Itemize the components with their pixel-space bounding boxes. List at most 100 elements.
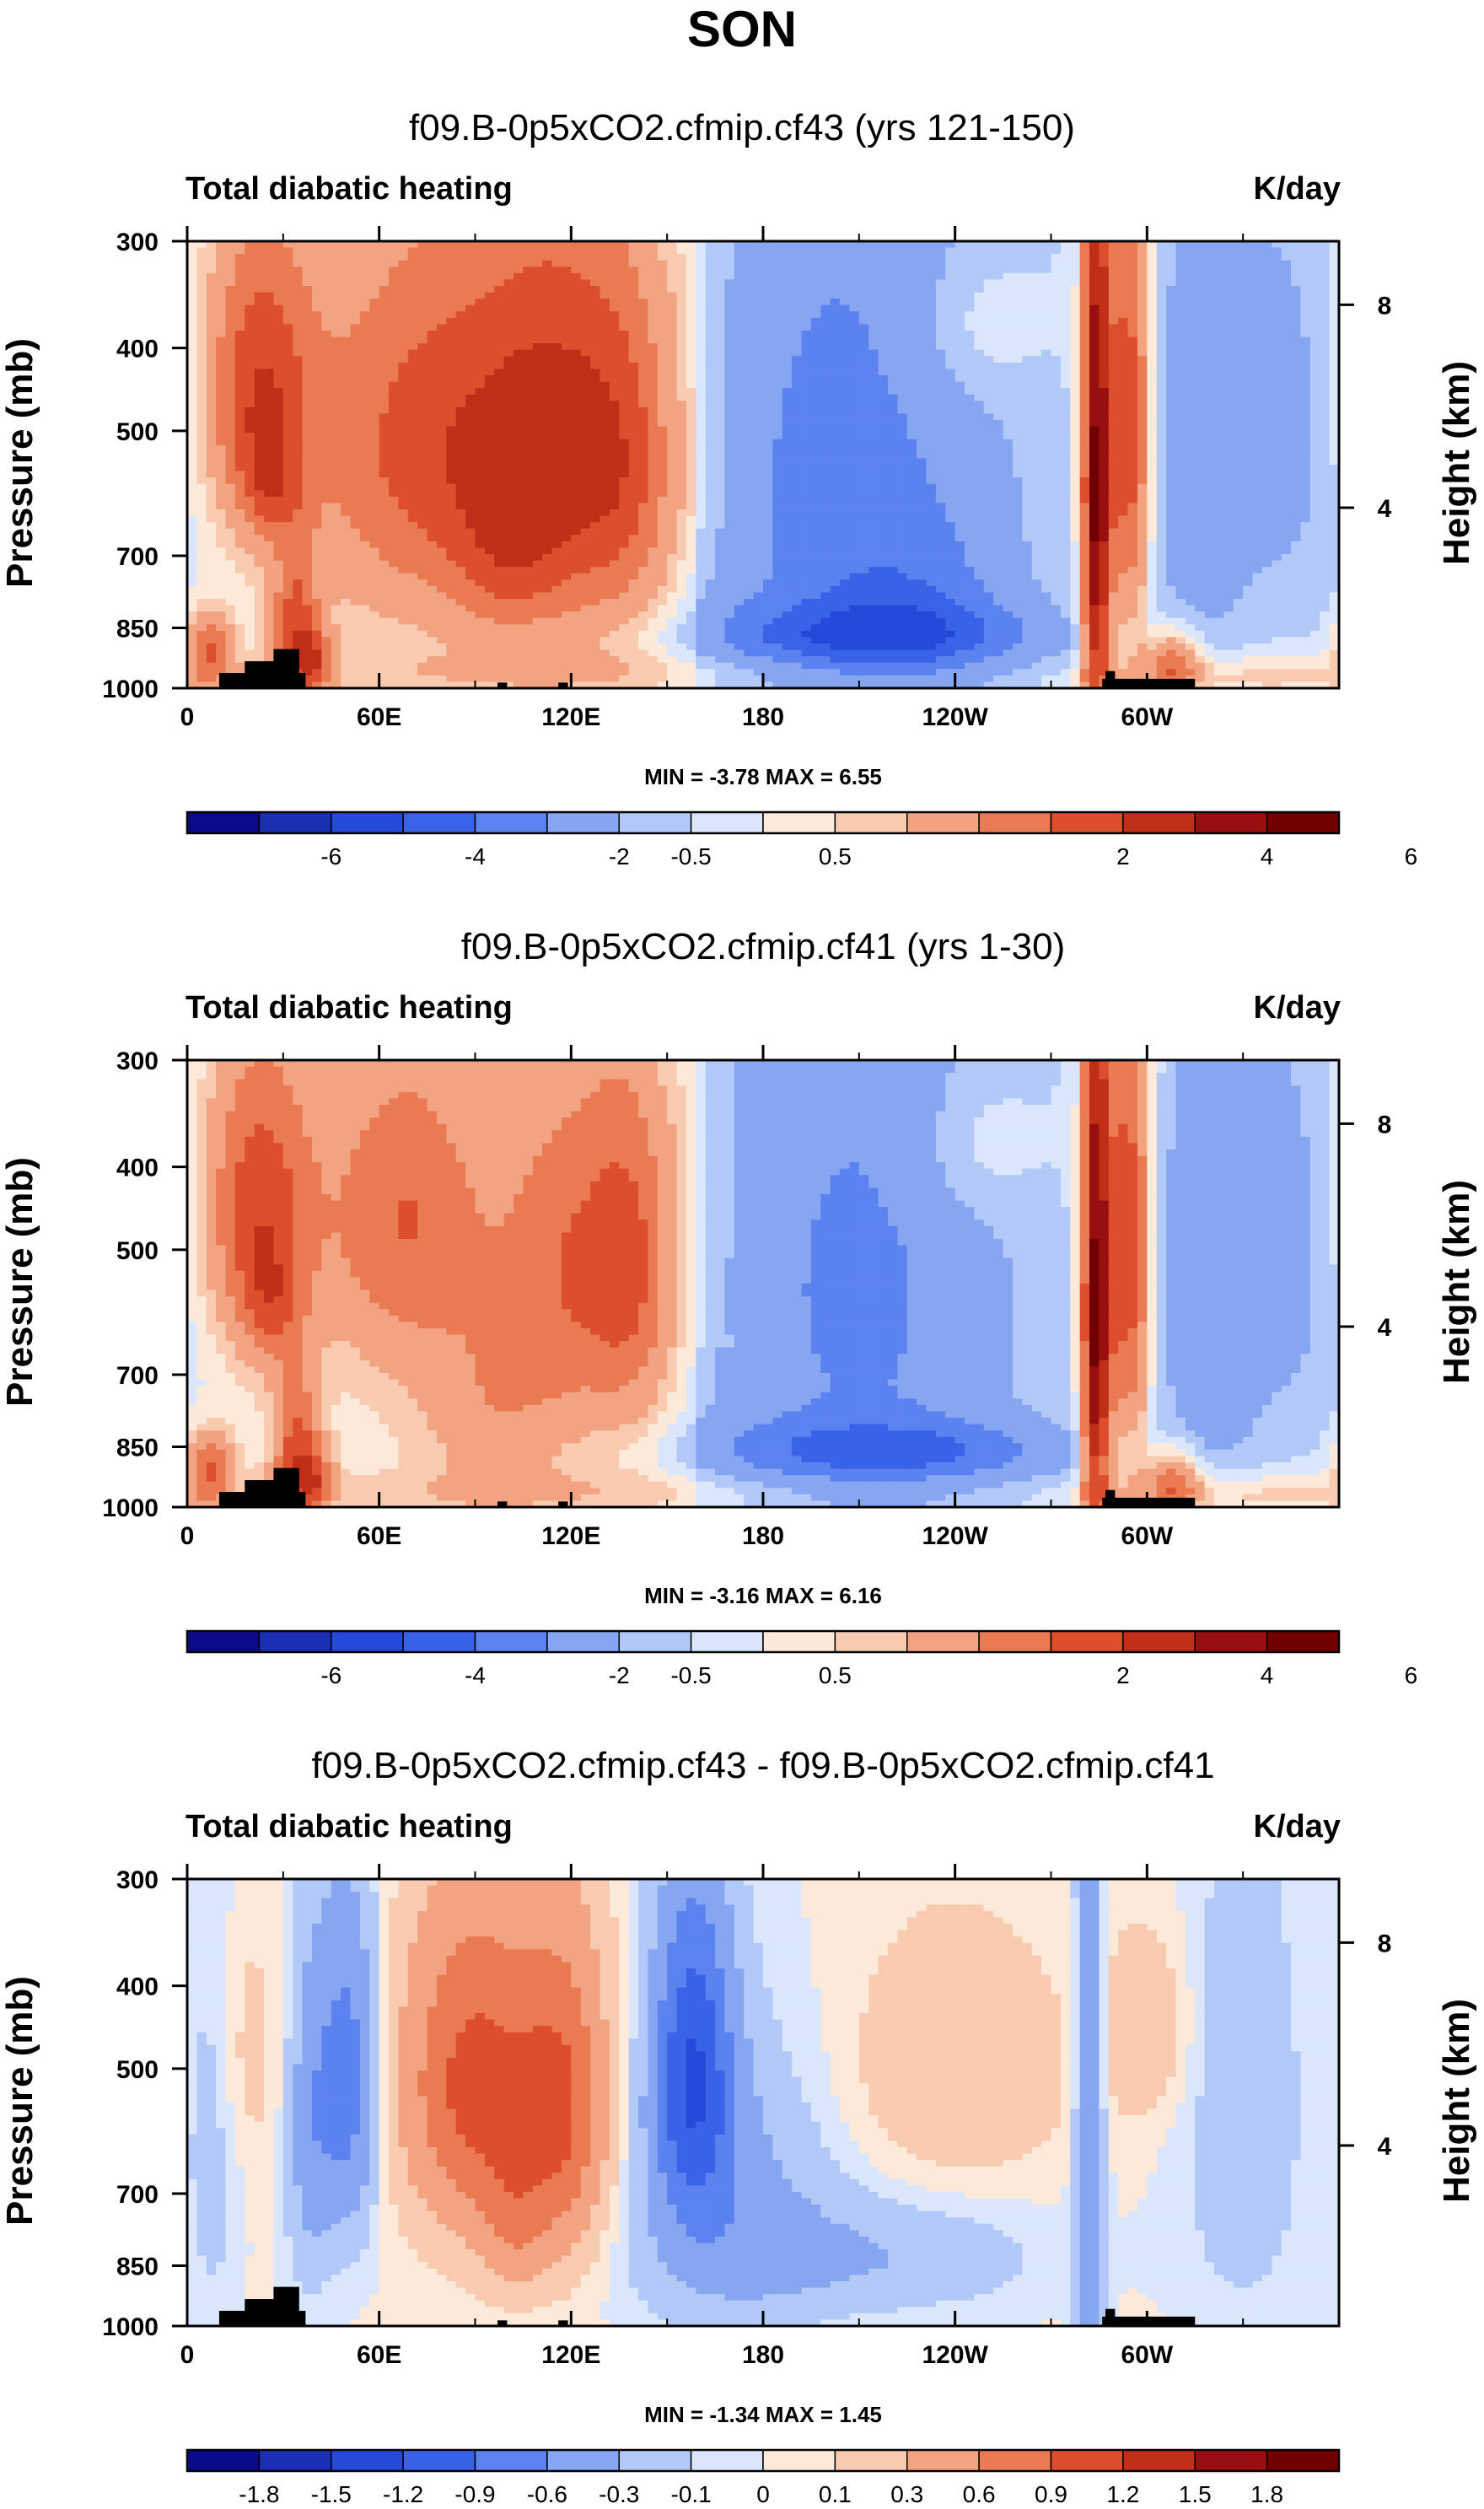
field-cell	[494, 248, 504, 255]
field-cell	[351, 363, 361, 369]
field-cell	[1262, 324, 1272, 331]
field-cell	[927, 318, 937, 325]
field-cell	[1080, 279, 1090, 286]
field-cell	[1166, 337, 1176, 344]
field-cell	[802, 350, 812, 357]
field-cell	[782, 293, 793, 299]
field-cell	[658, 273, 668, 280]
field-cell	[724, 279, 734, 286]
field-cell	[638, 343, 648, 350]
field-cell	[1003, 350, 1014, 357]
field-cell	[648, 318, 658, 325]
field-cell	[1175, 337, 1186, 344]
field-cell	[523, 305, 533, 312]
field-cell	[1282, 318, 1292, 325]
field-cell	[1253, 286, 1263, 293]
field-cell	[408, 267, 418, 273]
field-cell	[696, 254, 706, 261]
field-cell	[658, 318, 668, 325]
field-cell	[504, 248, 514, 255]
field-cell	[1157, 254, 1167, 261]
field-cell	[859, 299, 869, 305]
field-cell	[993, 299, 1003, 305]
field-cell	[476, 331, 486, 337]
field-cell	[648, 273, 658, 280]
field-cell	[619, 261, 629, 267]
field-cell	[1013, 337, 1023, 344]
field-cell	[1166, 267, 1176, 273]
field-cell	[446, 324, 456, 331]
field-cell	[456, 318, 466, 325]
field-cell	[658, 305, 668, 312]
field-cell	[504, 261, 514, 267]
field-cell	[782, 305, 793, 312]
field-cell	[724, 273, 734, 280]
field-cell	[1003, 337, 1014, 344]
field-cell	[936, 363, 946, 369]
field-cell	[465, 343, 476, 350]
field-cell	[1282, 337, 1292, 344]
field-cell	[1175, 318, 1186, 325]
field-cell	[1195, 279, 1205, 286]
field-cell	[446, 286, 456, 293]
field-cell	[590, 356, 600, 363]
field-cell	[820, 356, 831, 363]
field-cell	[1186, 248, 1196, 255]
field-cell	[897, 369, 907, 375]
field-cell	[974, 311, 984, 318]
field-cell	[571, 254, 581, 261]
field-cell	[936, 343, 946, 350]
field-cell	[772, 299, 782, 305]
field-cell	[504, 267, 514, 273]
field-cell	[734, 254, 745, 261]
field-cell	[417, 324, 427, 331]
field-cell	[897, 305, 907, 312]
field-cell	[965, 299, 975, 305]
field-cell	[1186, 254, 1196, 261]
field-cell	[1128, 273, 1138, 280]
field-cell	[1089, 261, 1100, 267]
field-cell	[1223, 337, 1234, 344]
field-cell	[638, 261, 648, 267]
field-cell	[1118, 267, 1128, 273]
field-cell	[802, 369, 812, 375]
field-cell	[724, 254, 734, 261]
field-cell	[888, 248, 898, 255]
field-cell	[389, 293, 399, 299]
field-cell	[456, 299, 466, 305]
field-cell	[590, 311, 600, 318]
field-cell	[811, 337, 821, 344]
field-cell	[907, 267, 917, 273]
field-cell	[879, 369, 889, 375]
field-cell	[811, 286, 821, 293]
field-cell	[1195, 350, 1205, 357]
field-cell	[1147, 305, 1157, 312]
field-cell	[984, 324, 994, 331]
field-cell	[465, 273, 476, 280]
field-cell	[782, 286, 793, 293]
field-cell	[504, 363, 514, 369]
field-cell	[1099, 331, 1109, 337]
field-cell	[571, 343, 581, 350]
field-cell	[1099, 363, 1109, 369]
field-cell	[427, 311, 438, 318]
field-cell	[216, 311, 226, 318]
field-cell	[744, 267, 754, 273]
field-cell	[868, 356, 879, 363]
field-cell	[667, 311, 677, 318]
field-cell	[369, 254, 379, 261]
field-cell	[658, 254, 668, 261]
field-cell	[303, 261, 313, 267]
field-cell	[619, 311, 629, 318]
field-cell	[734, 248, 745, 255]
field-cell	[677, 299, 687, 305]
field-cell	[868, 254, 879, 261]
field-cell	[724, 286, 734, 293]
field-cell	[1080, 305, 1090, 312]
field-cell	[917, 261, 927, 267]
field-cell	[1291, 343, 1301, 350]
field-cell	[255, 299, 265, 305]
field-cell	[1291, 293, 1301, 299]
field-cell	[811, 267, 821, 273]
field-cell	[187, 305, 197, 312]
